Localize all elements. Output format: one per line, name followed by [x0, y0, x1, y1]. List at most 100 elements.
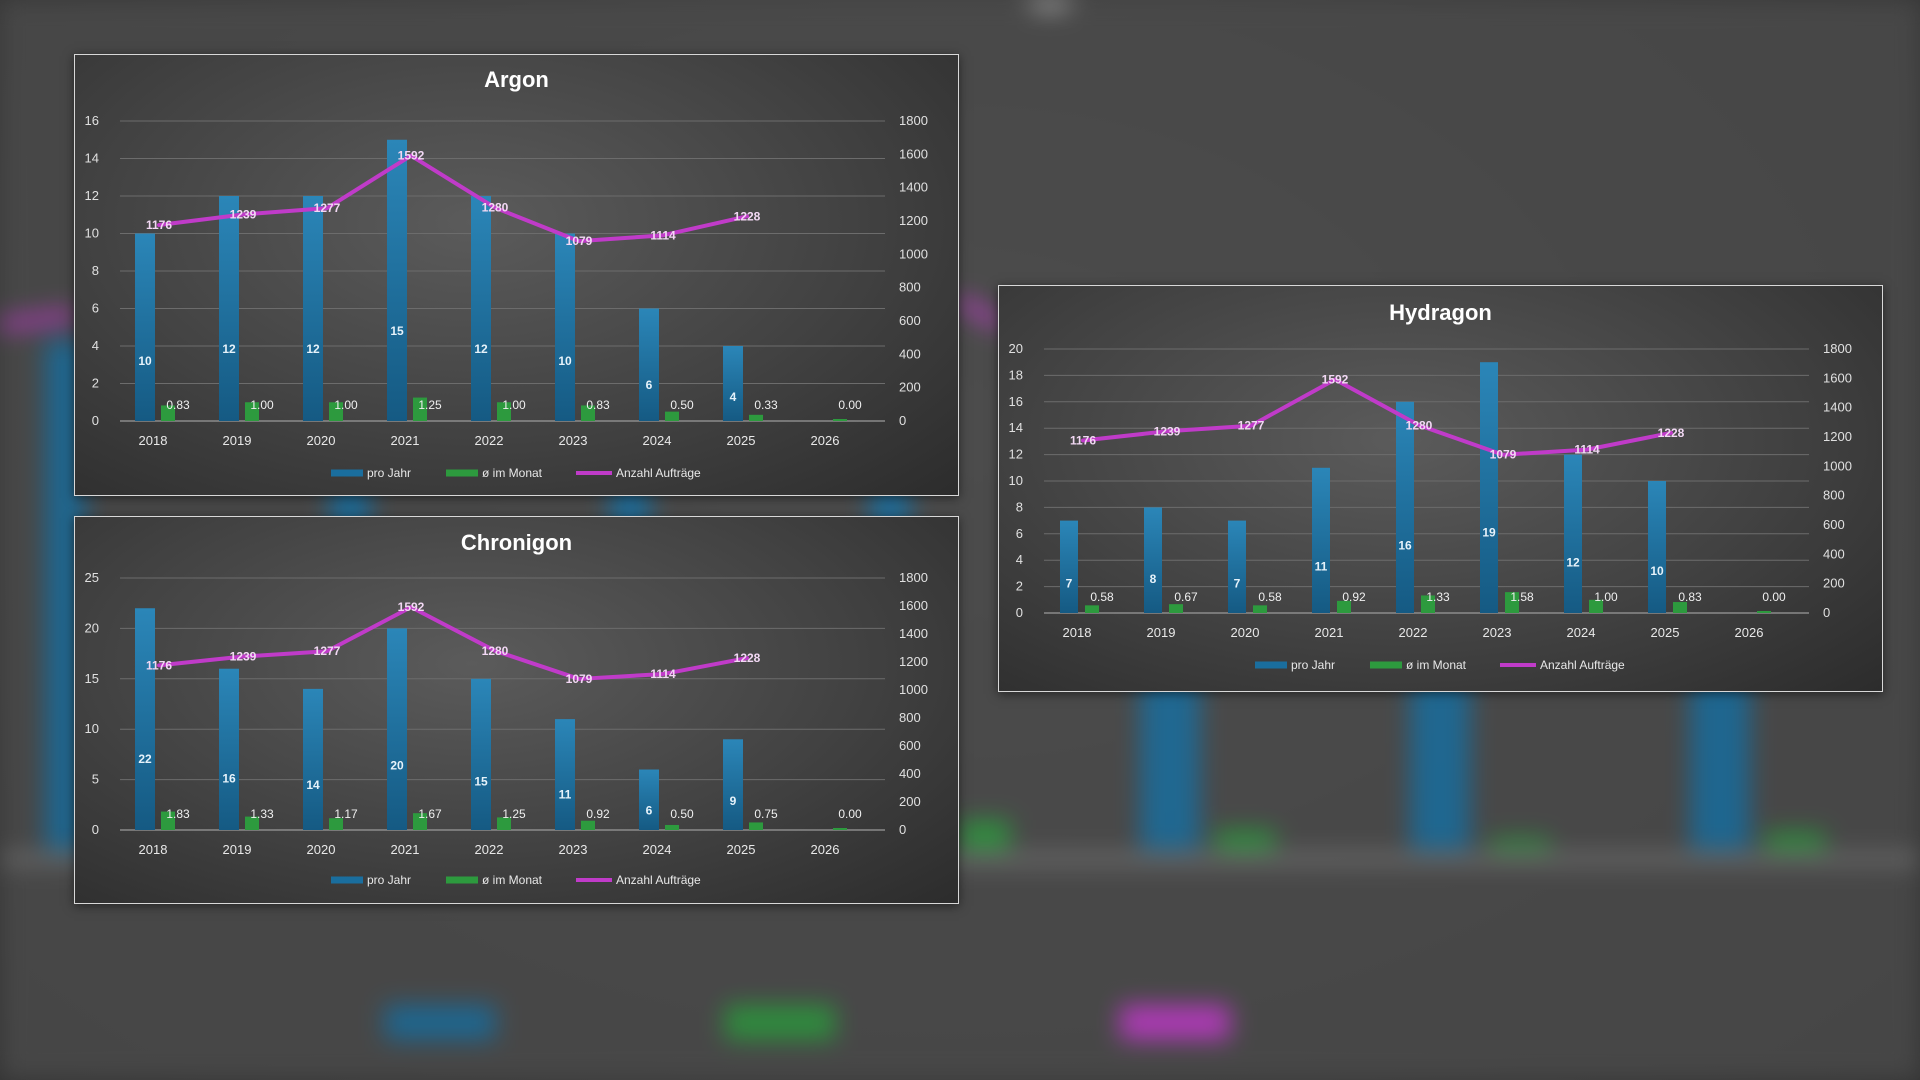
data-label-im-monat: 0.67	[1174, 590, 1198, 604]
data-label-im-monat: 1.00	[502, 398, 526, 412]
bar-pro-jahr	[1648, 481, 1666, 613]
data-label-anzahl-auftraege: 1280	[482, 201, 509, 215]
y-tick-left: 16	[85, 113, 99, 128]
data-label-im-monat: 0.00	[838, 807, 862, 821]
bar-pro-jahr	[1564, 454, 1582, 613]
legend-swatch	[331, 876, 363, 884]
data-label-pro-jahr: 10	[1650, 564, 1664, 578]
x-tick-label: 2018	[139, 842, 168, 857]
data-label-anzahl-auftraege: 1079	[566, 672, 593, 686]
data-label-im-monat: 1.00	[1594, 590, 1618, 604]
chart-chronigon: Chronigon0510152025020040060080010001200…	[85, 530, 928, 887]
y-tick-right: 600	[899, 313, 921, 328]
data-label-anzahl-auftraege: 1228	[734, 209, 761, 223]
data-label-im-monat: 1.67	[418, 807, 442, 821]
x-tick-label: 2020	[307, 842, 336, 857]
legend-swatch	[1370, 661, 1402, 669]
y-tick-left: 8	[1016, 499, 1023, 514]
bar-pro-jahr	[1396, 401, 1414, 613]
bar-im-monat	[665, 824, 679, 830]
bar-im-monat	[581, 405, 595, 421]
bar-pro-jahr	[1480, 362, 1498, 613]
y-tick-left: 12	[85, 188, 99, 203]
line-anzahl-auftraege	[157, 605, 749, 681]
bar-im-monat	[1673, 602, 1687, 613]
bar-im-monat	[497, 402, 511, 421]
y-tick-left: 10	[85, 721, 99, 736]
legend-label: pro Jahr	[1291, 658, 1335, 672]
y-tick-left: 16	[1009, 394, 1023, 409]
legend-label: ø im Monat	[482, 466, 543, 480]
data-label-im-monat: 0.50	[670, 807, 694, 821]
data-label-anzahl-auftraege: 1592	[1322, 373, 1349, 387]
y-tick-right: 1000	[1823, 458, 1852, 473]
y-tick-left: 6	[1016, 526, 1023, 541]
y-tick-left: 25	[85, 570, 99, 585]
chart-panel-hydragon: Hydragon 0 2 4 6 8 10 12 14 16 18 20 0 200 400 600 800 10…	[998, 285, 1883, 692]
bar-pro-jahr	[555, 233, 575, 421]
bar-im-monat	[1169, 604, 1183, 613]
x-tick-label: 2020	[307, 433, 336, 448]
x-tick-label: 2021	[391, 842, 420, 857]
data-label-im-monat: 0.00	[838, 398, 862, 412]
legend-label: Anzahl Aufträge	[616, 466, 701, 480]
chart-title: Argon	[484, 67, 549, 92]
legend-label: pro Jahr	[367, 466, 411, 480]
y-tick-left: 10	[1009, 473, 1023, 488]
y-tick-right: 800	[899, 710, 921, 725]
bg-axis	[0, 855, 1920, 863]
chart-panel-argon: Argon 0 2 4 6 8 10 12 14 16 0 200 400 600 800 1000 1200 1…	[74, 54, 959, 496]
y-tick-right: 1000	[899, 246, 928, 261]
data-label-anzahl-auftraege: 1079	[1490, 448, 1517, 462]
data-label-im-monat: 0.83	[586, 398, 610, 412]
data-label-anzahl-auftraege: 1114	[650, 228, 676, 242]
x-tick-label: 2026	[811, 842, 840, 857]
x-tick-label: 2025	[1651, 625, 1680, 640]
bar-im-monat	[665, 411, 679, 421]
legend-label: ø im Monat	[482, 873, 543, 887]
data-label-im-monat: 0.58	[1258, 590, 1282, 604]
x-tick-label: 2026	[811, 433, 840, 448]
x-tick-label: 2024	[643, 842, 672, 857]
y-tick-left: 4	[92, 338, 99, 353]
data-label-pro-jahr: 9	[730, 794, 737, 808]
bar-im-monat	[161, 811, 175, 830]
data-label-anzahl-auftraege: 1176	[1070, 434, 1096, 448]
y-tick-right: 200	[1823, 576, 1845, 591]
x-tick-label: 2018	[1063, 625, 1092, 640]
data-label-pro-jahr: 7	[1066, 576, 1073, 590]
data-label-im-monat: 1.33	[250, 807, 274, 821]
bar-pro-jahr	[1060, 520, 1078, 613]
y-tick-left: 5	[92, 772, 99, 787]
y-tick-right: 0	[899, 822, 906, 837]
bar-im-monat	[413, 813, 427, 830]
x-tick-label: 2022	[475, 433, 504, 448]
y-tick-left: 10	[85, 226, 99, 241]
y-tick-left: 15	[85, 671, 99, 686]
bar-pro-jahr	[723, 739, 743, 830]
chart-title: Chronigon	[461, 530, 572, 555]
data-label-im-monat: 0.33	[754, 398, 778, 412]
bar-im-monat	[833, 419, 847, 421]
bar-im-monat	[1589, 599, 1603, 613]
data-label-im-monat: 0.50	[670, 398, 694, 412]
bar-im-monat	[749, 414, 763, 421]
data-label-im-monat: 1.25	[418, 398, 442, 412]
bar-pro-jahr	[219, 196, 239, 421]
legend-swatch	[446, 469, 478, 477]
bar-im-monat	[245, 816, 259, 830]
chart-hydragon: Hydragon02468101214161820020040060080010…	[1009, 300, 1852, 672]
x-tick-label: 2023	[559, 433, 588, 448]
bar-pro-jahr	[471, 196, 491, 421]
data-label-im-monat: 1.83	[166, 807, 190, 821]
y-tick-right: 0	[1823, 605, 1830, 620]
bg-bar	[1490, 838, 1550, 850]
bar-pro-jahr	[723, 346, 743, 421]
bar-pro-jahr	[1312, 467, 1330, 613]
y-tick-right: 1600	[899, 146, 928, 161]
data-label-im-monat: 1.00	[250, 398, 274, 412]
chart-title: Hydragon	[1389, 300, 1492, 325]
bg-legend-swatch	[385, 1005, 495, 1040]
bar-im-monat	[413, 397, 427, 421]
legend-label: ø im Monat	[1406, 658, 1467, 672]
